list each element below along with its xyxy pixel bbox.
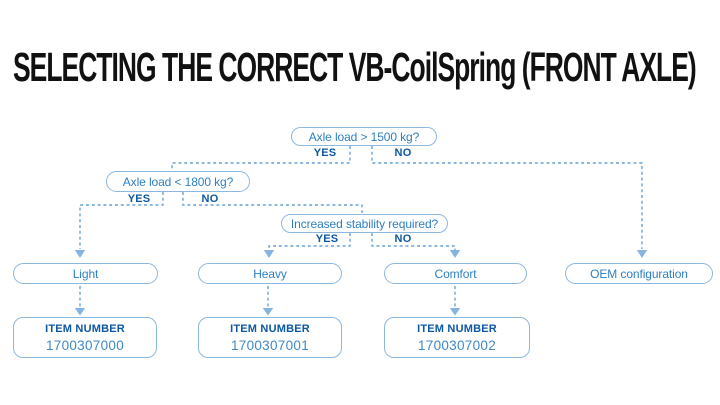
page-title: SELECTING THE CORRECT VB-CoilSpring (FRO… bbox=[13, 44, 697, 90]
connector-q3-no bbox=[371, 233, 456, 250]
decision-question: Axle load < 1800 kg? bbox=[122, 174, 234, 189]
decision-box-increased-stability: Increased stability required? bbox=[281, 214, 448, 233]
item-number-box-light: ITEM NUMBER 1700307000 bbox=[13, 317, 157, 358]
item-number-label: ITEM NUMBER bbox=[45, 322, 125, 335]
item-number-box-heavy: ITEM NUMBER 1700307001 bbox=[198, 317, 342, 358]
outcome-label: Light bbox=[72, 266, 99, 281]
item-number-box-comfort: ITEM NUMBER 1700307002 bbox=[384, 317, 530, 358]
arrowhead-light bbox=[74, 250, 86, 258]
branch-label-q1-yes: YES bbox=[313, 147, 337, 159]
item-number-label: ITEM NUMBER bbox=[230, 322, 310, 335]
outcome-label: OEM configuration bbox=[590, 266, 688, 281]
decision-box-axle-load-1500: Axle load > 1500 kg? bbox=[291, 127, 437, 146]
connector-q2-no bbox=[182, 192, 363, 213]
decision-question: Increased stability required? bbox=[290, 216, 439, 231]
arrowhead-item-1 bbox=[74, 308, 86, 316]
outcome-box-heavy: Heavy bbox=[198, 263, 342, 284]
outcome-label: Comfort bbox=[434, 266, 477, 281]
arrowhead-item-2 bbox=[262, 308, 274, 316]
arrowhead-comfort bbox=[449, 250, 461, 258]
arrowhead-item-3 bbox=[449, 308, 461, 316]
item-number-value: 1700307000 bbox=[45, 337, 125, 353]
item-number-value: 1700307001 bbox=[230, 337, 310, 353]
outcome-box-oem-configuration: OEM configuration bbox=[565, 263, 713, 284]
branch-label-q2-no: NO bbox=[201, 193, 219, 205]
decision-box-axle-load-1800: Axle load < 1800 kg? bbox=[106, 171, 250, 192]
connector-q1-yes bbox=[171, 146, 351, 170]
item-number-value: 1700307002 bbox=[417, 337, 497, 353]
arrowhead-oem bbox=[636, 250, 648, 258]
outcome-box-light: Light bbox=[13, 263, 158, 284]
connector-q2-yes bbox=[79, 192, 164, 249]
connector-q3-yes bbox=[268, 233, 351, 250]
arrowhead-heavy bbox=[263, 250, 275, 258]
branch-label-q2-yes: YES bbox=[127, 193, 151, 205]
outcome-box-comfort: Comfort bbox=[384, 263, 527, 284]
item-number-label: ITEM NUMBER bbox=[417, 322, 497, 335]
decision-question: Axle load > 1500 kg? bbox=[308, 129, 420, 144]
outcome-label: Heavy bbox=[253, 266, 287, 281]
branch-label-q1-no: NO bbox=[394, 147, 412, 159]
connector-q1-no bbox=[371, 146, 643, 249]
branch-label-q3-no: NO bbox=[394, 233, 412, 245]
branch-label-q3-yes: YES bbox=[315, 233, 339, 245]
